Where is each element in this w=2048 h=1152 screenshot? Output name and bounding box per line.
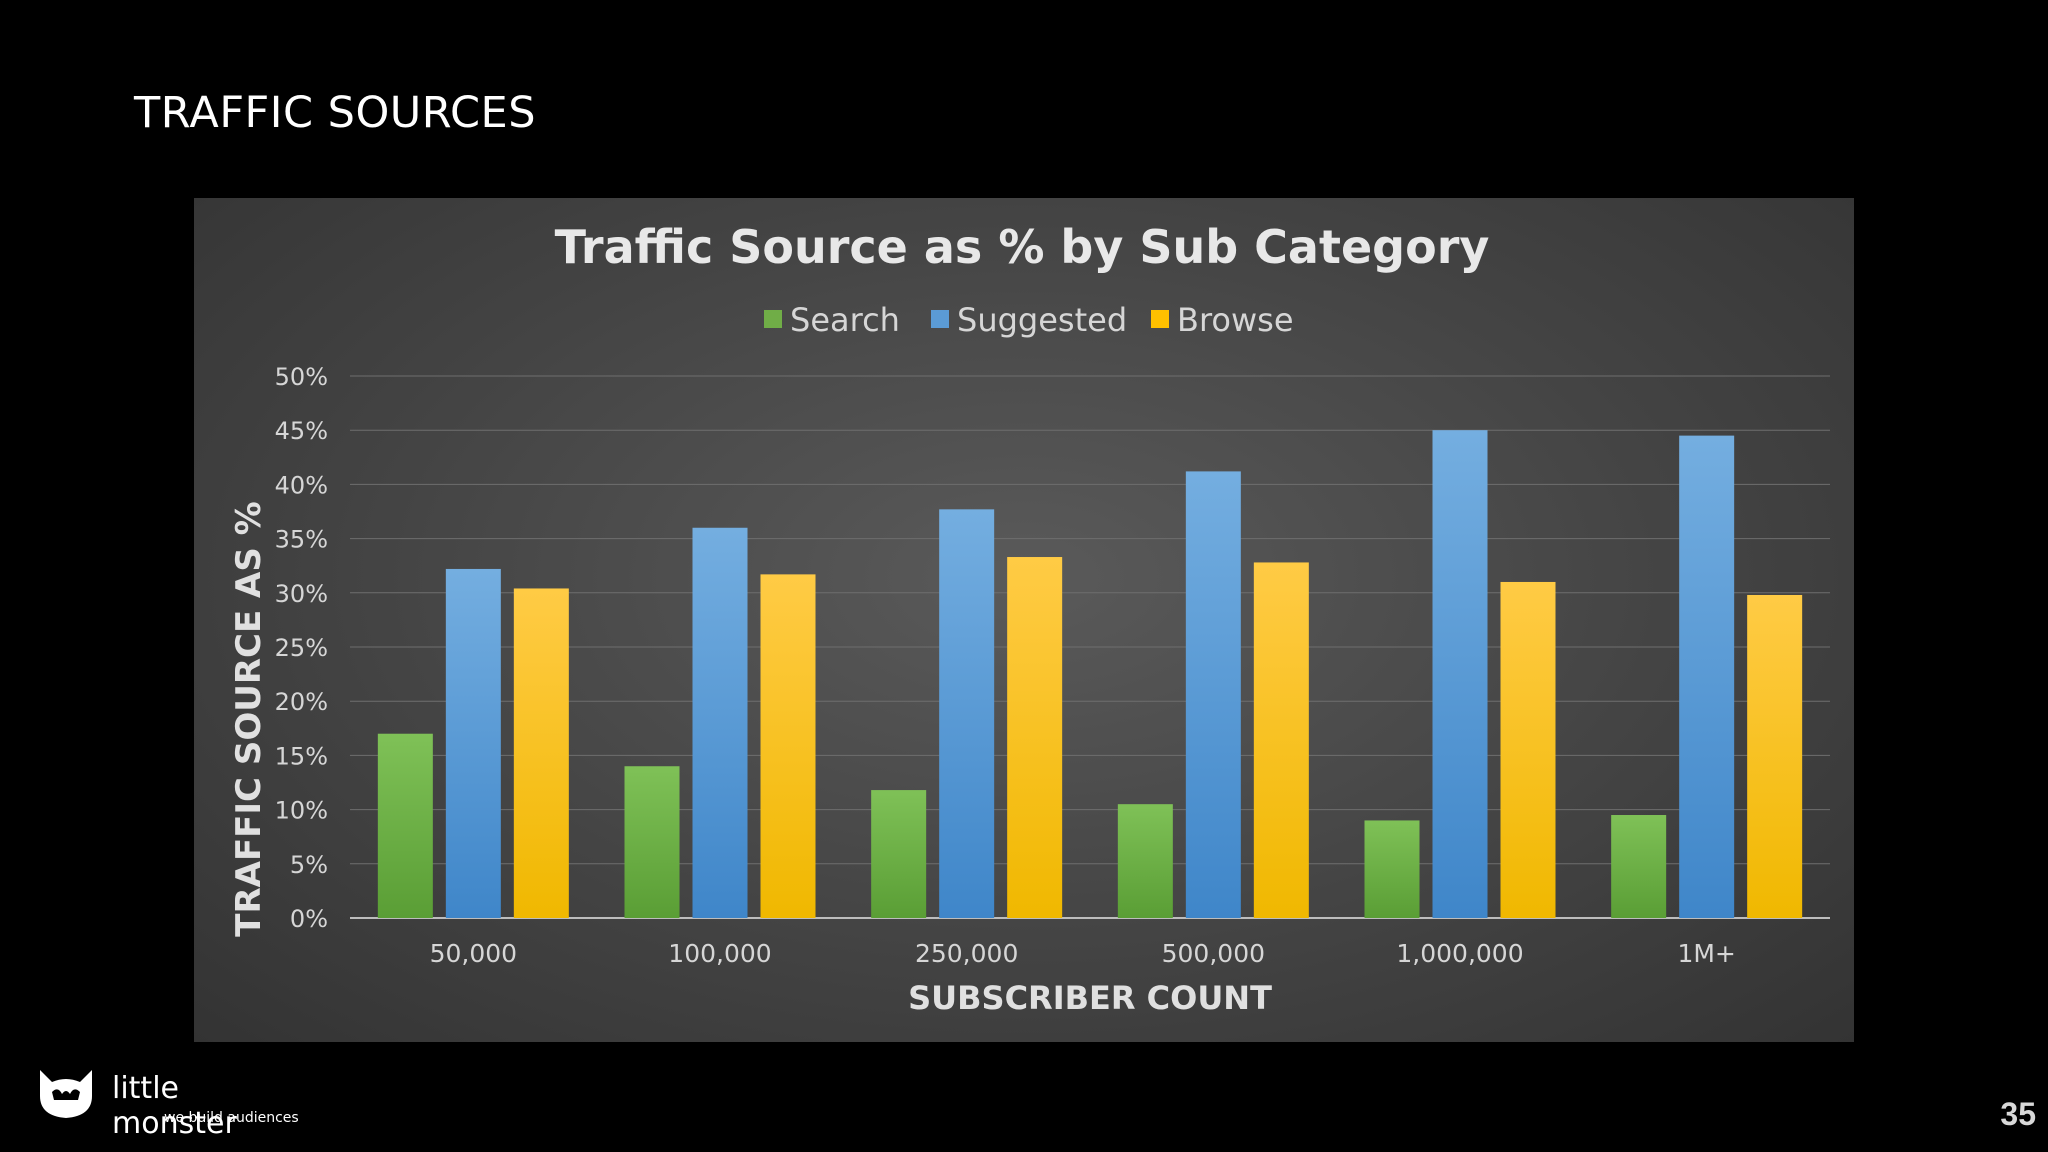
legend-swatch-browse xyxy=(1151,310,1169,328)
bar-suggested-4 xyxy=(1432,430,1488,918)
legend-swatch-suggested xyxy=(931,310,949,328)
bar-chart: Traffic Source as % by Sub Category Sear… xyxy=(229,220,1830,1017)
bar-search-5 xyxy=(1611,815,1667,918)
y-axis-ticks: 0% 5% 10% 15% 20% 25% 30% 35% 40% 45% 50% xyxy=(275,363,328,933)
brand-logo: little monster we build audiences xyxy=(34,1066,304,1141)
x-tick-label: 1,000,000 xyxy=(1396,939,1523,968)
x-tick-label: 250,000 xyxy=(915,939,1018,968)
y-tick-label: 45% xyxy=(275,417,328,445)
y-tick-label: 35% xyxy=(275,526,328,554)
y-tick-label: 5% xyxy=(290,851,328,879)
page-number: 35 xyxy=(2000,1096,2036,1132)
bars xyxy=(377,430,1803,918)
brand-name: little monster xyxy=(112,1071,237,1141)
y-tick-label: 50% xyxy=(275,363,328,391)
bar-search-3 xyxy=(1117,804,1173,918)
y-tick-label: 20% xyxy=(275,688,328,716)
x-axis-label: SUBSCRIBER COUNT xyxy=(908,979,1272,1017)
gridlines xyxy=(350,375,1830,919)
bar-suggested-2 xyxy=(939,509,995,918)
legend-swatch-search xyxy=(764,310,782,328)
y-tick-label: 10% xyxy=(275,797,328,825)
bar-suggested-0 xyxy=(445,568,501,918)
y-axis-label: TRAFFIC SOURCE AS % xyxy=(229,501,269,936)
bar-browse-5 xyxy=(1747,594,1803,918)
bar-suggested-5 xyxy=(1679,435,1735,918)
bar-browse-1 xyxy=(760,574,816,918)
y-tick-label: 0% xyxy=(290,905,328,933)
bar-browse-3 xyxy=(1253,562,1309,918)
monster-cat-icon xyxy=(40,1070,92,1118)
bar-search-2 xyxy=(871,790,927,918)
bar-browse-0 xyxy=(513,588,569,918)
y-tick-label: 15% xyxy=(275,742,328,770)
x-tick-label: 100,000 xyxy=(668,939,771,968)
x-tick-label: 1M+ xyxy=(1677,939,1735,968)
brand-tagline: we build audiences xyxy=(164,1110,299,1126)
bar-browse-2 xyxy=(1007,557,1063,918)
slide-title: TRAFFIC SOURCES xyxy=(134,88,536,138)
x-tick-label: 50,000 xyxy=(430,939,517,968)
chart-title: Traffic Source as % by Sub Category xyxy=(555,220,1490,274)
bar-suggested-1 xyxy=(692,527,748,918)
bar-search-1 xyxy=(624,766,680,918)
legend-label-suggested: Suggested xyxy=(957,301,1127,339)
bar-browse-4 xyxy=(1500,581,1556,918)
bar-suggested-3 xyxy=(1185,471,1241,918)
x-axis-ticks: 50,000 100,000 250,000 500,000 1,000,000 1M+ xyxy=(430,939,1736,968)
bar-search-4 xyxy=(1364,820,1420,918)
legend-label-browse: Browse xyxy=(1177,301,1294,339)
y-tick-label: 40% xyxy=(275,471,328,499)
bar-search-0 xyxy=(377,733,433,918)
legend-label-search: Search xyxy=(790,301,900,339)
chart-panel: Traffic Source as % by Sub Category Sear… xyxy=(194,198,1854,1042)
y-tick-label: 30% xyxy=(275,580,328,608)
y-tick-label: 25% xyxy=(275,634,328,662)
chart-legend: Search Suggested Browse xyxy=(764,301,1294,339)
x-tick-label: 500,000 xyxy=(1162,939,1265,968)
